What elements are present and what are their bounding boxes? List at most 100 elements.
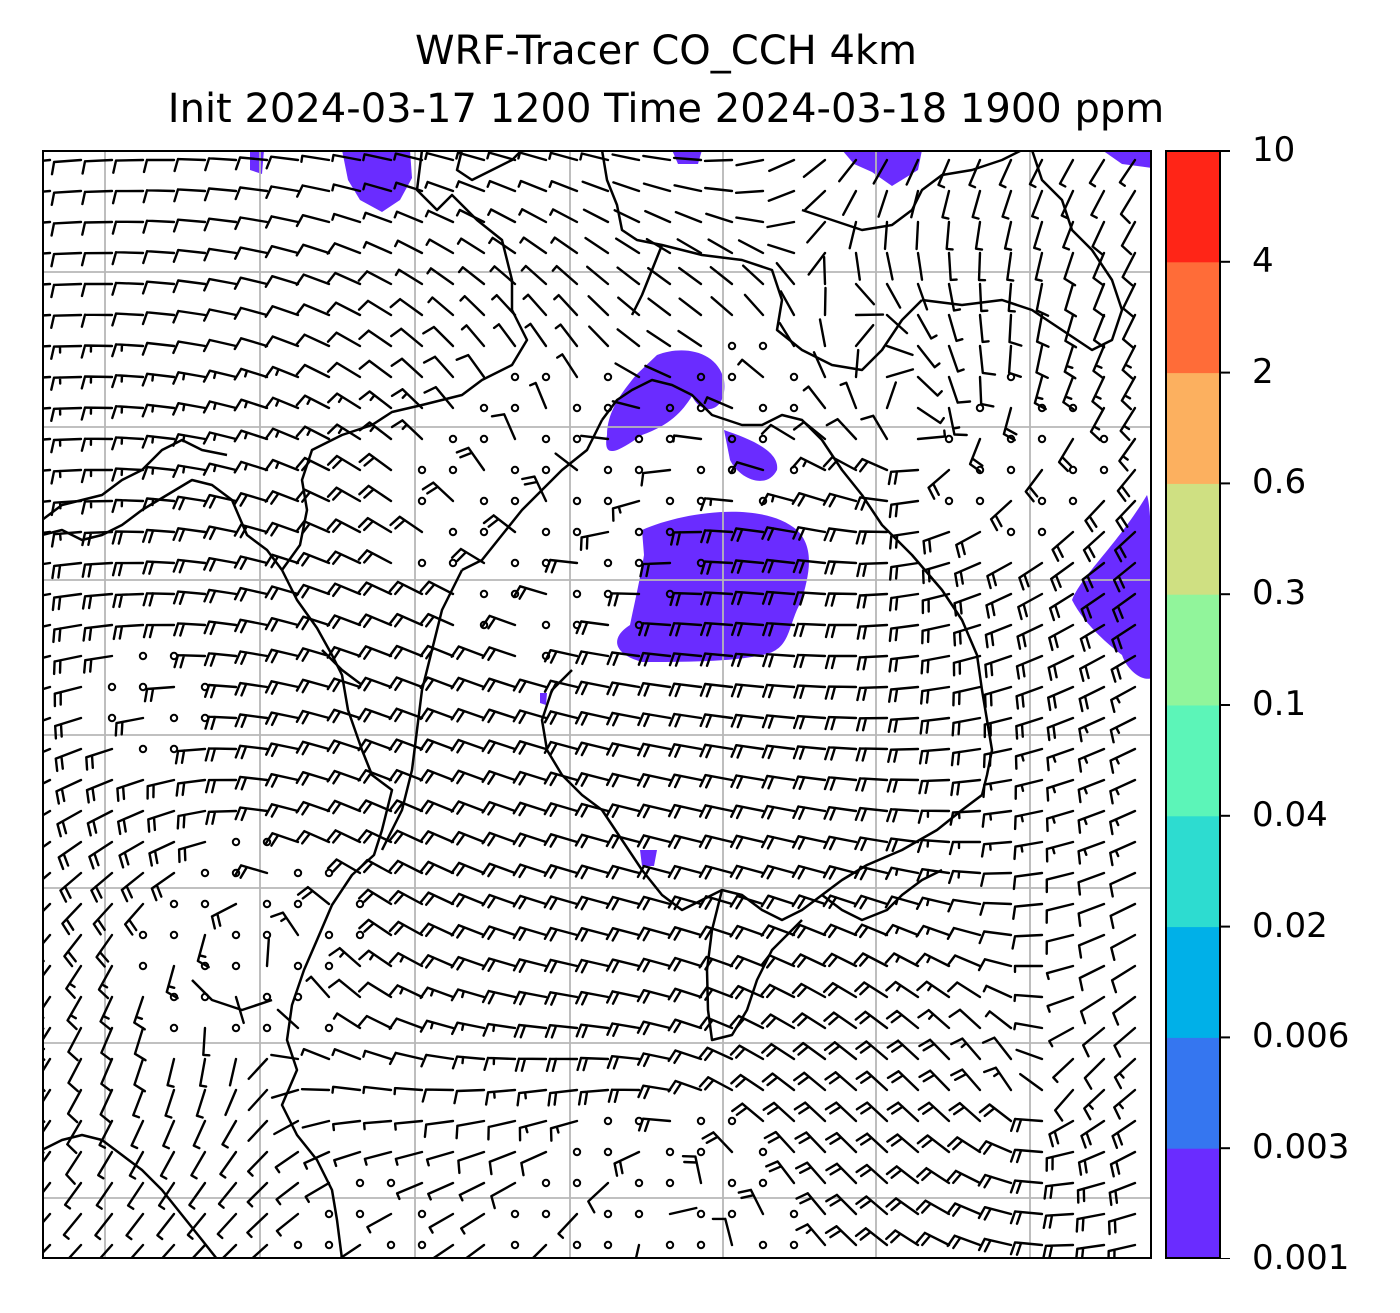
wind-barb [574, 741, 610, 757]
wind-barb [916, 406, 945, 425]
wind-barb [1113, 1026, 1137, 1058]
wind-barb [300, 1088, 331, 1092]
calm-wind-marker [541, 1178, 551, 1188]
wind-barb [264, 490, 300, 505]
wind-barb [574, 711, 610, 726]
wind-barb [637, 1084, 672, 1100]
wind-barb [490, 413, 517, 441]
wind-barb [295, 273, 331, 286]
wind-barb [172, 309, 207, 324]
wind-barb [1006, 251, 1015, 282]
wind-barb [700, 560, 734, 575]
wind-barb [636, 803, 672, 819]
wind-barb [915, 952, 951, 968]
wind-barb [265, 185, 300, 199]
wind-barb [1081, 561, 1106, 593]
wind-barb [357, 769, 393, 784]
wind-barb [1046, 995, 1075, 1013]
wind-barb [551, 265, 579, 286]
calm-wind-marker [572, 1178, 582, 1188]
wind-barb [860, 414, 889, 441]
wind-barb [357, 645, 393, 660]
calm-wind-marker [479, 496, 489, 506]
wind-barb [219, 1150, 238, 1179]
calm-wind-marker [572, 1147, 582, 1157]
wind-barb [1121, 313, 1137, 349]
wind-barb [763, 1130, 796, 1154]
wind-barb [481, 989, 517, 1005]
wind-barb [636, 1020, 672, 1036]
wind-barb [823, 527, 858, 542]
calm-wind-marker [758, 434, 768, 444]
wind-barb [1035, 344, 1049, 379]
wind-barb [950, 778, 982, 797]
wind-barb [1047, 654, 1075, 681]
calm-wind-marker [696, 372, 706, 382]
wind-barb [698, 1016, 734, 1032]
wind-barb [730, 1073, 765, 1092]
wind-barb [275, 1181, 300, 1206]
wind-barb [700, 591, 734, 606]
wind-barb [490, 1181, 517, 1210]
calm-wind-marker [727, 372, 737, 382]
wind-barb [358, 390, 393, 410]
wind-barb [699, 713, 734, 728]
wind-barb [233, 367, 269, 381]
wind-barb [220, 1243, 238, 1259]
calm-wind-marker [417, 1240, 427, 1250]
wind-barb [427, 296, 455, 317]
wind-barb [295, 615, 331, 631]
wind-barb [606, 1022, 641, 1037]
wind-barb [1078, 964, 1106, 992]
wind-barb [141, 372, 176, 387]
wind-barb [246, 1212, 269, 1239]
wind-barb [1082, 530, 1106, 563]
wind-barb [854, 324, 875, 348]
wind-barb [698, 864, 734, 880]
calm-wind-marker [727, 1116, 737, 1126]
calm-wind-marker [541, 434, 551, 444]
wind-barb [333, 1150, 362, 1168]
wind-barb [638, 622, 672, 637]
wind-barb [86, 809, 114, 837]
wind-barb [265, 742, 300, 758]
wind-barb [419, 738, 455, 754]
wind-barb [1083, 1057, 1106, 1090]
colorbar-tick-label: 0.6 [1252, 462, 1307, 503]
wind-barb [856, 592, 889, 609]
wind-barb [1003, 220, 1013, 251]
wind-barb [616, 328, 641, 348]
wind-barb [760, 492, 796, 506]
wind-barb [885, 1197, 920, 1216]
calm-wind-marker [696, 1147, 706, 1157]
calm-wind-marker [758, 1178, 768, 1188]
wind-barb [886, 778, 920, 793]
wind-barb [637, 651, 672, 667]
calm-wind-marker [293, 868, 303, 878]
wind-barb [606, 711, 641, 727]
wind-barb [63, 933, 83, 968]
wind-barb [148, 840, 176, 867]
wind-barb [791, 923, 827, 939]
wind-barb [264, 773, 300, 788]
wind-barb [326, 550, 362, 565]
wind-barb [647, 297, 672, 317]
wind-barb [203, 525, 238, 541]
wind-barb [547, 1088, 579, 1107]
wind-barb [484, 1088, 517, 1106]
calm-wind-marker [1037, 527, 1047, 537]
wind-barb [1015, 716, 1044, 740]
wind-barb [331, 153, 362, 163]
wind-barb [735, 216, 765, 224]
wind-barb [825, 418, 858, 441]
wind-barb [247, 1119, 269, 1142]
wind-barb [326, 242, 362, 255]
wind-barb [388, 676, 424, 691]
wind-barb [450, 955, 486, 971]
wind-barb [885, 866, 920, 881]
wind-barb [522, 293, 548, 317]
wind-barb [100, 1057, 114, 1093]
calm-wind-marker [417, 558, 427, 568]
colorbar-tick-label: 0.04 [1252, 794, 1328, 835]
wind-barb [822, 456, 858, 472]
